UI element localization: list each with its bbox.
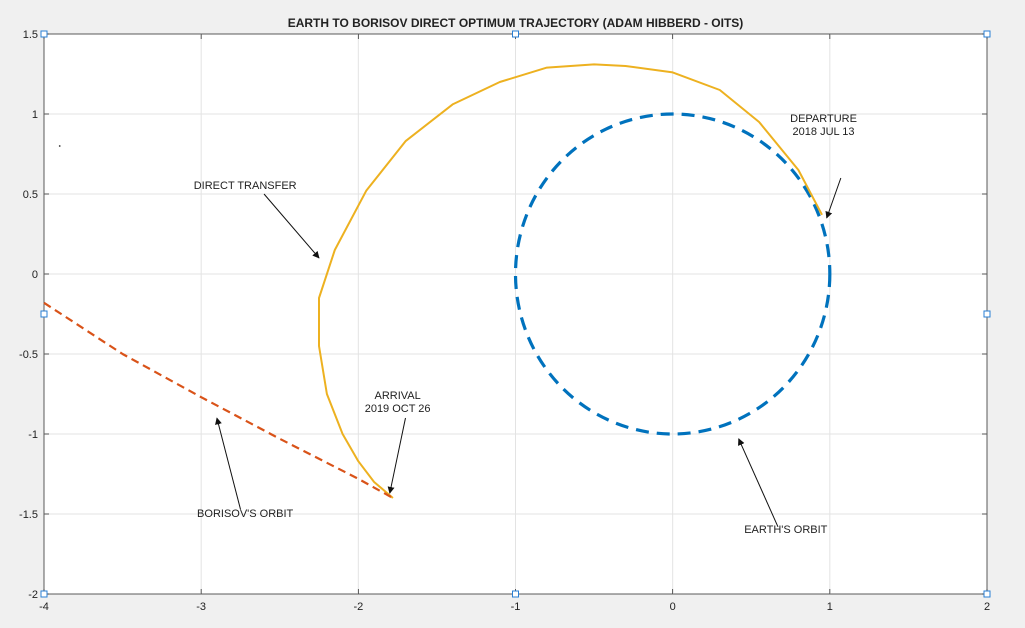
resize-handle[interactable]: [40, 30, 48, 38]
x-tick-label: 2: [984, 601, 990, 613]
direct-transfer-label: DIRECT TRANSFER: [194, 180, 297, 192]
selection-handles[interactable]: [40, 30, 991, 598]
y-tick-label: 0.5: [23, 189, 38, 201]
borisov-orbit-label: BORISOV'S ORBIT: [197, 508, 294, 520]
earth-orbit-line: [513, 112, 832, 436]
resize-handle[interactable]: [983, 30, 991, 38]
x-tick-label: -3: [196, 601, 206, 613]
y-tick-label: -1: [28, 429, 38, 441]
x-tick-label: -2: [353, 601, 363, 613]
direct-transfer-arrow: [263, 193, 320, 259]
borisov-orbit-arrow: [215, 417, 241, 510]
y-tick-label: 1.5: [23, 29, 38, 41]
resize-handle[interactable]: [983, 310, 991, 318]
resize-handle[interactable]: [983, 590, 991, 598]
direct-transfer-line: [318, 63, 823, 499]
x-tick-label: 1: [827, 601, 833, 613]
chart-title: EARTH TO BORISOV DIRECT OPTIMUM TRAJECTO…: [288, 16, 744, 30]
borisov-orbit-line: [43, 301, 394, 499]
departure-label: 2018 JUL 13: [793, 126, 855, 138]
arrival-label: ARRIVAL: [374, 390, 420, 402]
x-tick-label: -4: [39, 601, 49, 613]
arrival-arrow: [387, 417, 406, 494]
earth-orbit-label: EARTH'S ORBIT: [744, 524, 827, 536]
grid: [44, 34, 987, 594]
departure-label: DEPARTURE: [790, 113, 857, 125]
resize-handle[interactable]: [512, 30, 519, 38]
resize-handle[interactable]: [40, 310, 48, 318]
resize-handle[interactable]: [40, 590, 48, 598]
y-tick-label: -0.5: [19, 349, 38, 361]
y-tick-label: -2: [28, 589, 38, 601]
y-tick-label: 1: [32, 109, 38, 121]
series-layer: [43, 63, 832, 499]
earth-orbit-arrow: [738, 438, 779, 528]
arrival-label: 2019 OCT 26: [365, 403, 431, 415]
stray-mark: [58, 145, 61, 147]
tick-labels: -4 -3 -2 -1 0 1 2 -2 -1.5 -1 -0.5 0 0.5 1 1.5: [19, 29, 990, 613]
y-tick-label: -1.5: [19, 509, 38, 521]
resize-handle[interactable]: [512, 590, 519, 598]
x-tick-label: 0: [670, 601, 676, 613]
y-tick-label: 0: [32, 269, 38, 281]
departure-arrow: [825, 177, 842, 219]
x-tick-label: -1: [511, 601, 521, 613]
